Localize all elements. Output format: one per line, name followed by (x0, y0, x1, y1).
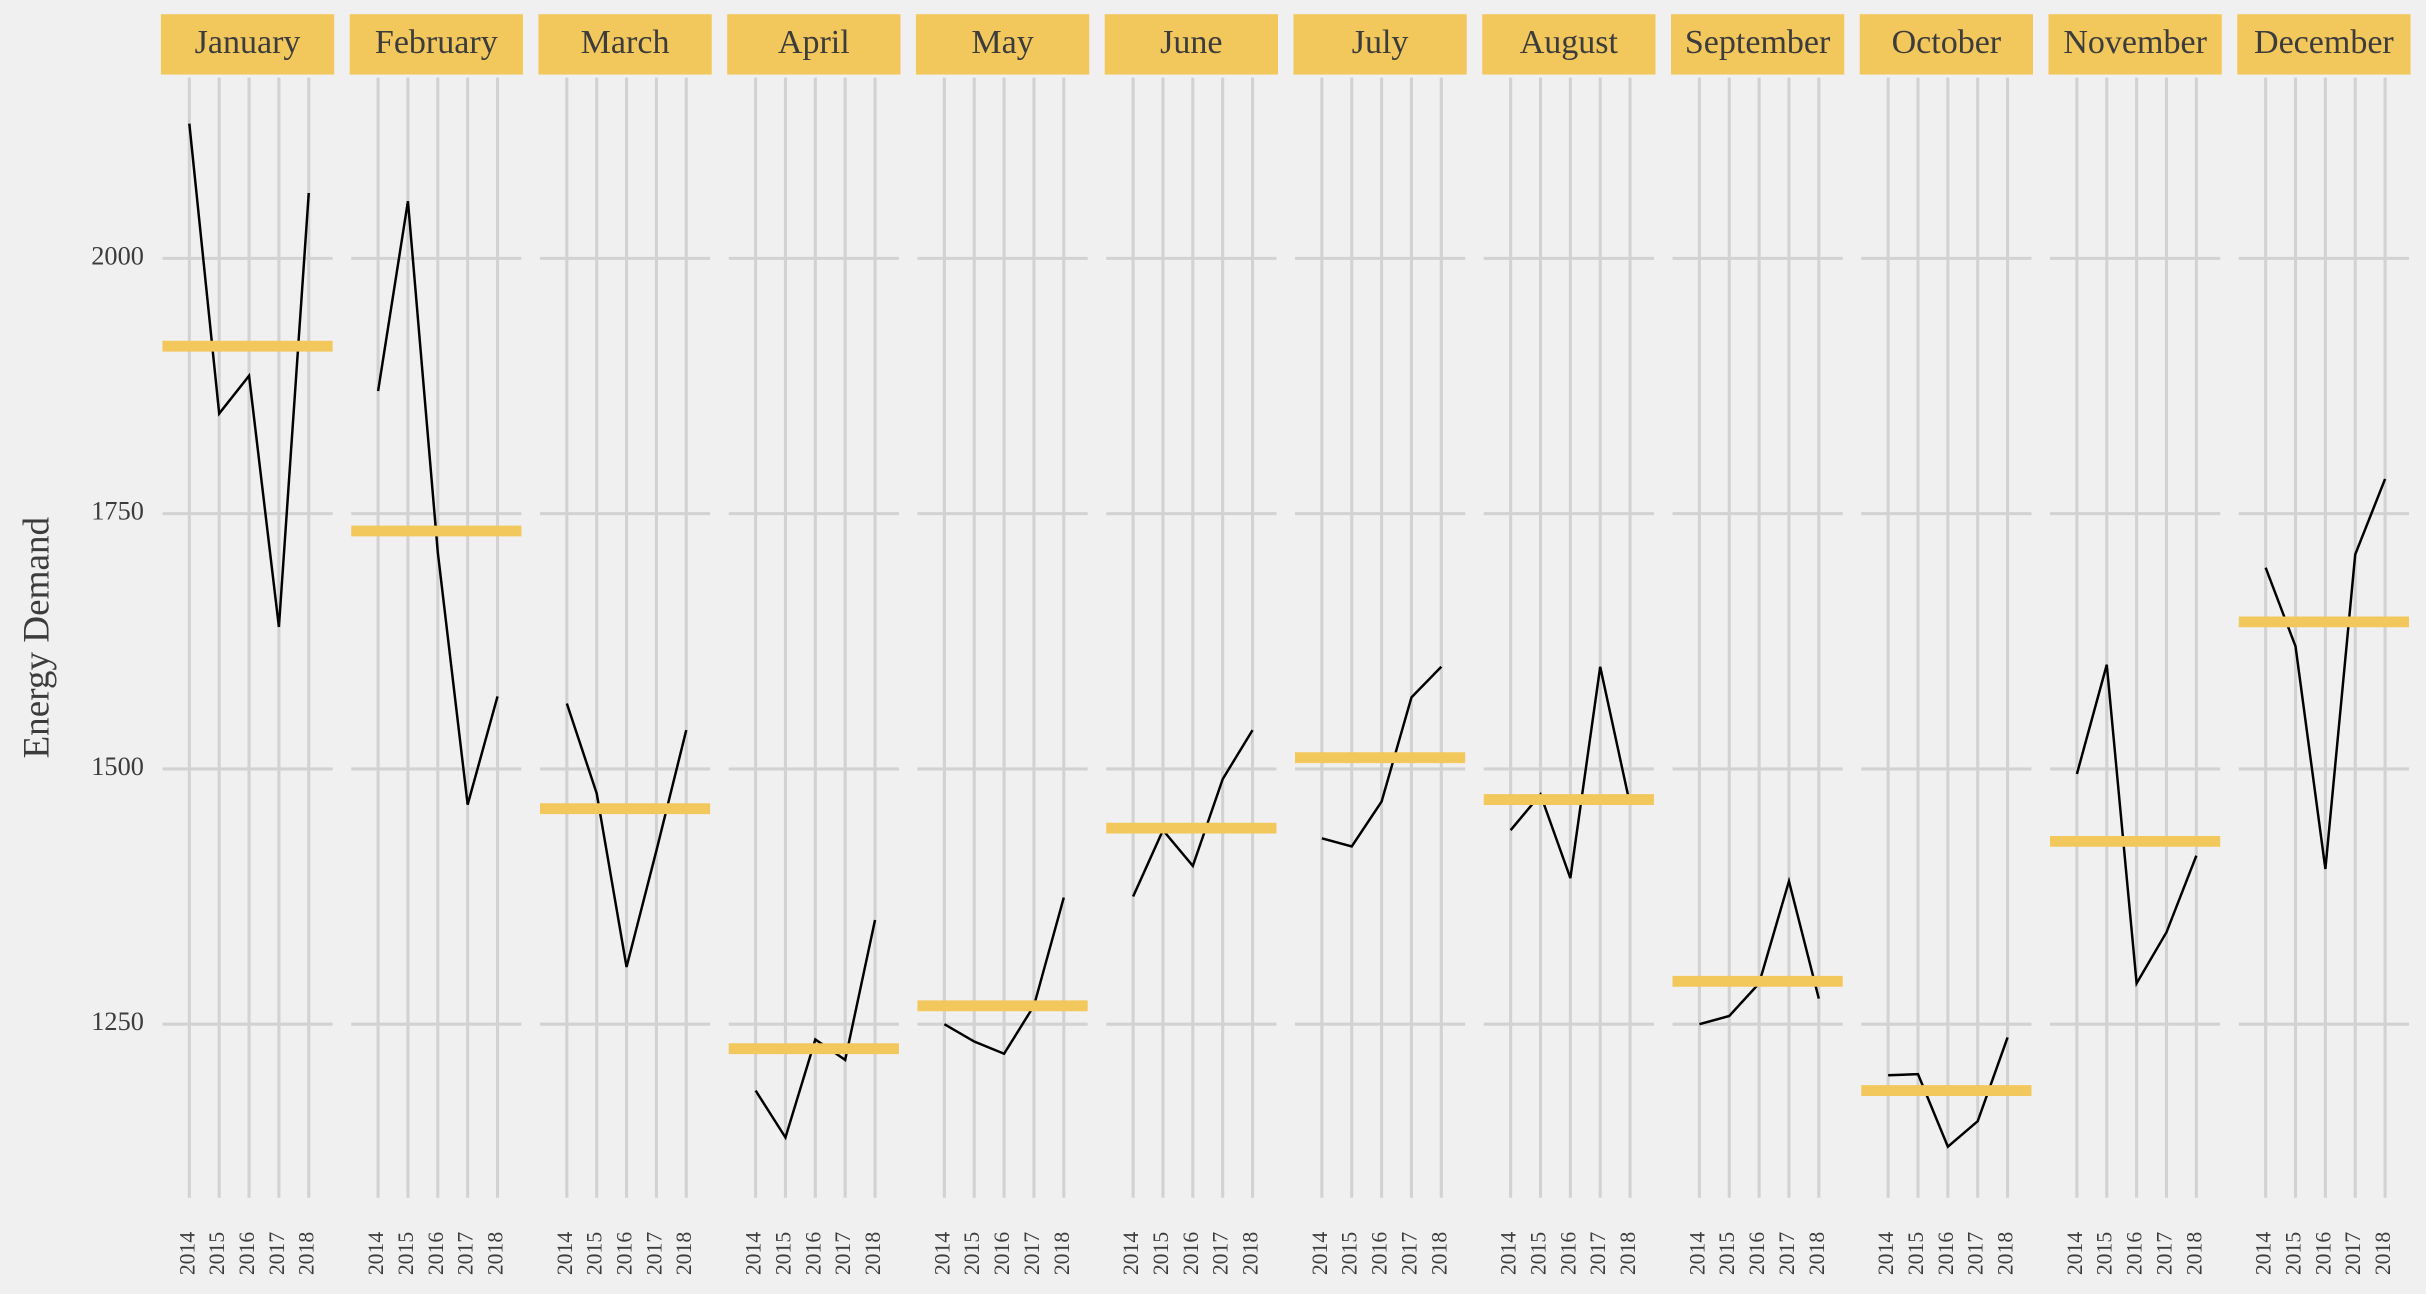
x-tick-label: 2015 (1526, 1232, 1550, 1275)
panel-title: April (778, 24, 850, 61)
y-tick-label: 1500 (91, 752, 144, 781)
strip (2048, 14, 2222, 75)
series-line (188, 123, 310, 628)
x-tick-label: 2014 (2063, 1232, 2087, 1275)
strip (1293, 14, 1467, 75)
x-tick-label: 2016 (990, 1232, 1014, 1275)
x-tick-label: 2014 (364, 1232, 388, 1275)
x-tick-label: 2016 (424, 1232, 448, 1275)
x-tick-label: 2018 (1616, 1232, 1640, 1275)
x-tick-label: 2015 (1149, 1232, 1173, 1275)
panel-title: June (1160, 24, 1222, 61)
series-line (376, 200, 499, 805)
x-tick-label: 2017 (1397, 1232, 1421, 1275)
x-tick-label: 2016 (1934, 1232, 1958, 1275)
panel-title: February (375, 24, 498, 61)
x-tick-label: 2014 (742, 1232, 766, 1275)
x-tick-label: 2017 (2341, 1232, 2365, 1275)
x-tick-label: 2014 (930, 1232, 954, 1275)
series-line (943, 897, 1065, 1056)
panel-title: September (1685, 24, 1831, 61)
x-tick-label: 2017 (1586, 1232, 1610, 1275)
panel-title: July (1352, 24, 1409, 61)
x-tick-label: 2014 (2252, 1232, 2276, 1275)
y-axis-label: Energy Demand (17, 516, 58, 758)
x-tick-label: 2017 (1775, 1232, 1799, 1275)
x-tick-label: 2014 (1685, 1232, 1709, 1275)
x-tick-label: 2015 (771, 1232, 795, 1275)
x-tick-label: 2016 (613, 1232, 637, 1275)
x-tick-label: 2017 (1209, 1232, 1233, 1275)
panel-title: May (971, 24, 1033, 61)
panel-title: December (2254, 24, 2394, 61)
x-tick-label: 2016 (235, 1232, 259, 1275)
x-tick-label: 2016 (1556, 1232, 1580, 1275)
strip (160, 14, 335, 75)
series-line (1131, 729, 1254, 898)
series-line (2075, 664, 2198, 988)
panel-title: January (195, 24, 301, 61)
x-tick-label: 2018 (1994, 1232, 2018, 1275)
x-tick-label: 2014 (1874, 1232, 1898, 1275)
panel-title: March (581, 24, 670, 61)
series-line (1321, 665, 1443, 848)
x-tick-label: 2016 (801, 1232, 825, 1275)
x-tick-label: 2014 (1497, 1232, 1521, 1275)
x-tick-label: 2018 (483, 1232, 507, 1275)
x-tick-label: 2018 (672, 1232, 696, 1275)
x-tick-label: 2017 (454, 1232, 478, 1275)
series-line (754, 919, 877, 1141)
x-tick-label: 2017 (2152, 1232, 2176, 1275)
x-tick-label: 2017 (831, 1232, 855, 1275)
strip (1859, 14, 2034, 75)
x-tick-label: 2016 (1745, 1232, 1769, 1275)
x-tick-label: 2015 (1904, 1232, 1928, 1275)
x-tick-label: 2016 (2123, 1232, 2147, 1275)
x-tick-label: 2015 (2093, 1232, 2117, 1275)
x-tick-label: 2015 (1715, 1232, 1739, 1275)
y-tick-label: 1750 (91, 497, 144, 526)
panel-title: November (2063, 24, 2207, 61)
strip (915, 14, 1090, 75)
x-tick-label: 2015 (205, 1232, 229, 1275)
x-tick-label: 2018 (1239, 1232, 1263, 1275)
x-tick-label: 2018 (2182, 1232, 2206, 1275)
x-tick-label: 2014 (175, 1232, 199, 1275)
x-tick-label: 2018 (861, 1232, 885, 1275)
x-tick-label: 2017 (1964, 1232, 1988, 1275)
strip (538, 14, 712, 75)
x-tick-label: 2017 (1020, 1232, 1044, 1275)
y-tick-label: 1250 (91, 1007, 144, 1036)
x-tick-label: 2015 (2281, 1232, 2305, 1275)
x-tick-label: 2017 (642, 1232, 666, 1275)
strip (1104, 14, 1278, 75)
strip (727, 14, 901, 75)
x-tick-label: 2018 (1805, 1232, 1829, 1275)
panel-title: August (1520, 24, 1619, 61)
x-tick-label: 2014 (1119, 1232, 1143, 1275)
strip (349, 14, 523, 75)
strip (1670, 14, 1845, 75)
series-line (1509, 666, 1632, 879)
x-tick-label: 2017 (265, 1232, 289, 1275)
x-tick-label: 2018 (1050, 1232, 1074, 1275)
strip (1482, 14, 1656, 75)
x-tick-label: 2014 (1308, 1232, 1332, 1275)
x-tick-label: 2014 (553, 1232, 577, 1275)
x-tick-label: 2015 (583, 1232, 607, 1275)
x-tick-label: 2015 (394, 1232, 418, 1275)
x-tick-label: 2016 (2311, 1232, 2335, 1275)
x-tick-label: 2015 (960, 1232, 984, 1275)
x-tick-label: 2018 (1427, 1232, 1451, 1275)
strip (2237, 14, 2411, 75)
y-tick-label: 2000 (91, 241, 144, 270)
x-tick-label: 2016 (1368, 1232, 1392, 1275)
panel-title: October (1892, 24, 2002, 61)
x-tick-label: 2018 (2371, 1232, 2395, 1275)
x-tick-label: 2015 (1338, 1232, 1362, 1275)
x-tick-label: 2016 (1179, 1232, 1203, 1275)
x-tick-label: 2018 (295, 1232, 319, 1275)
